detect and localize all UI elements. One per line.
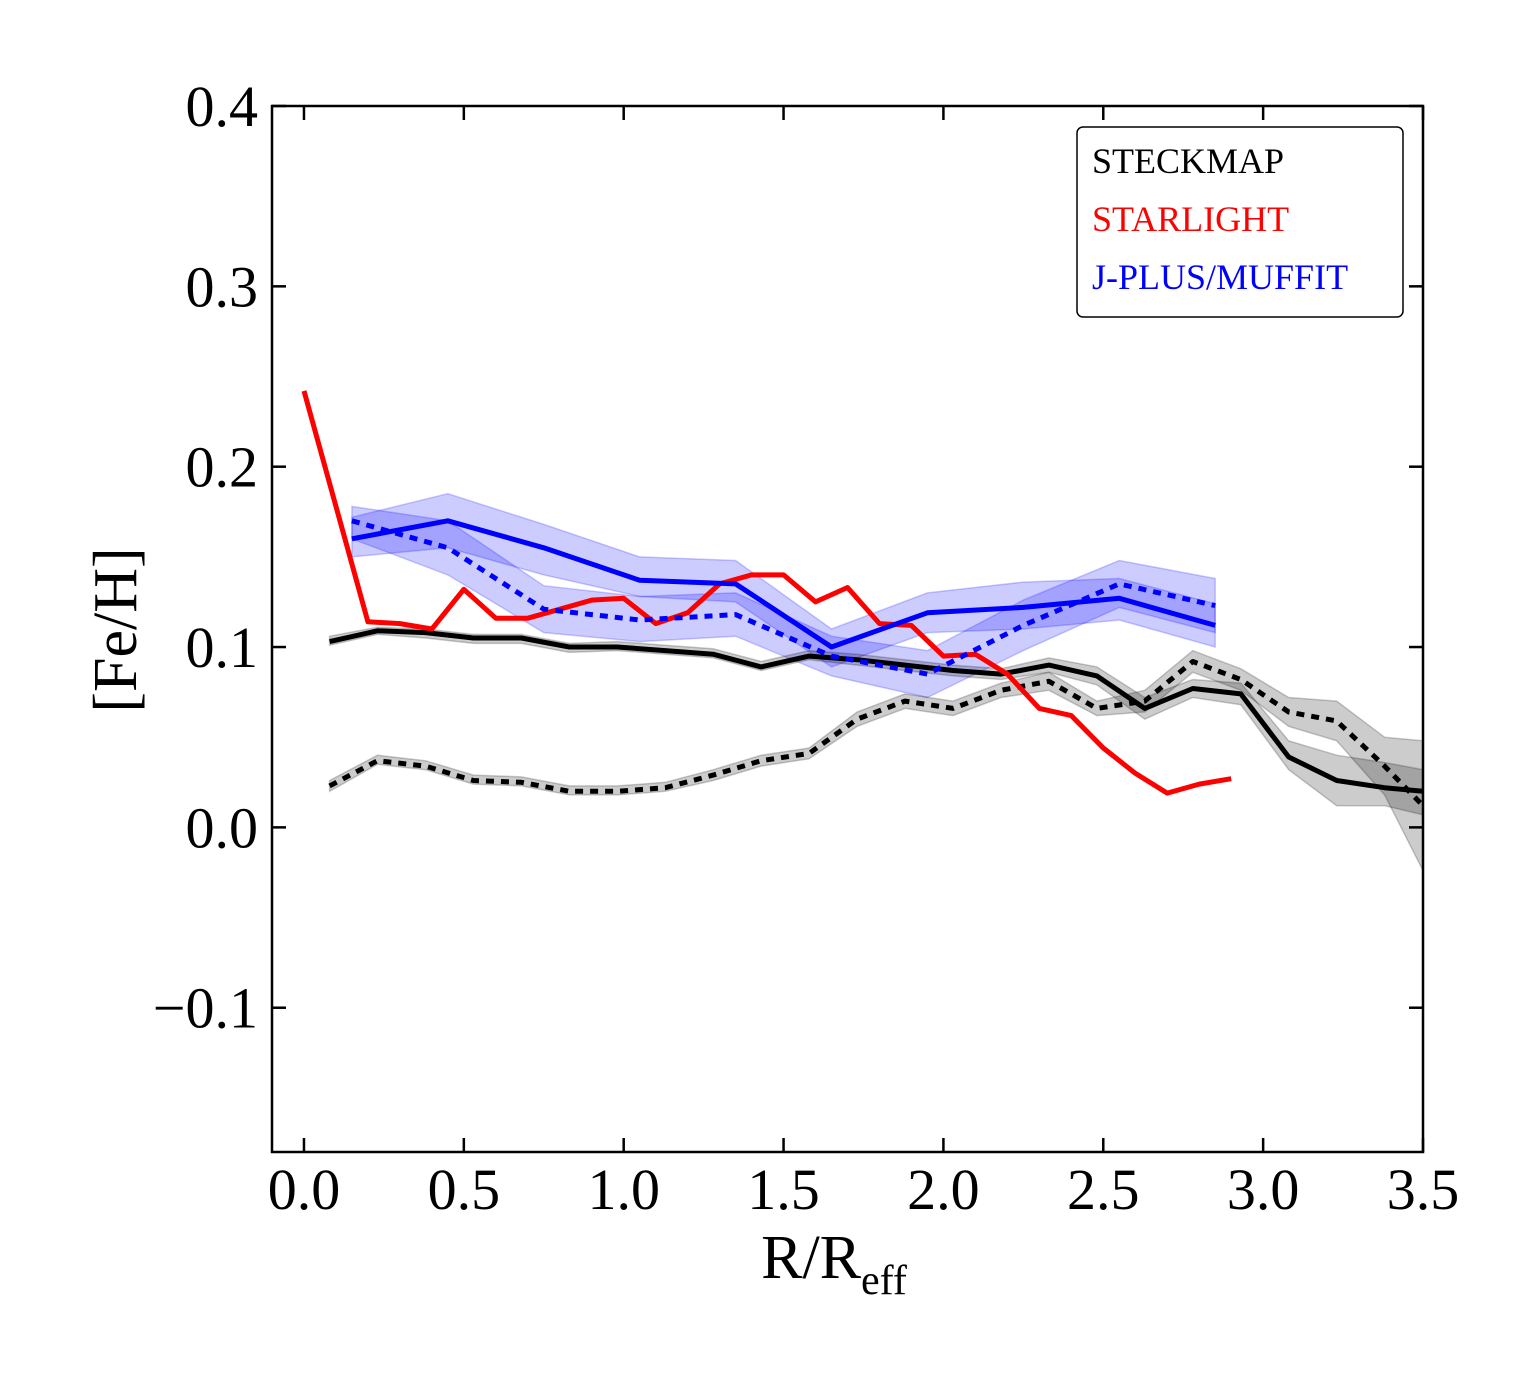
x-tick-label: 3.5: [1387, 1157, 1460, 1222]
y-tick-label: 0.4: [186, 74, 259, 139]
legend-entry-starlight: STARLIGHT: [1092, 199, 1289, 239]
line-steckmap-solid: [329, 628, 1423, 794]
y-tick-label: 0.1: [186, 615, 259, 680]
legend-entry-steckmap: STECKMAP: [1092, 141, 1284, 181]
x-tick-label: 0.5: [428, 1157, 501, 1222]
y-axis-label: [Fe/H]: [82, 547, 150, 712]
x-tick-label: 1.5: [747, 1157, 820, 1222]
y-axis-ticks: −0.1 0.0 0.1 0.2 0.3 0.4: [153, 74, 1423, 1041]
legend: STECKMAP STARLIGHT J-PLUS/MUFFIT: [1076, 126, 1404, 318]
x-axis-label-main: R/R: [761, 1224, 862, 1292]
band-j-plus-muffit-band-solid: [351, 492, 1216, 668]
x-axis-label: R/Reff: [761, 1224, 907, 1304]
x-axis-label-subscript: eff: [861, 1258, 907, 1304]
legend-box: [1076, 126, 1404, 318]
plot-area: [301, 390, 1423, 872]
axes-frame: [270, 104, 1425, 1154]
x-tick-label: 1.0: [587, 1157, 660, 1222]
line-j-plus-muffit-solid: [351, 518, 1216, 650]
legend-entry-jplus-muffit: J-PLUS/MUFFIT: [1092, 257, 1348, 297]
x-axis-ticks: 0.0 0.5 1.0 1.5 2.0 2.5 3.0 3.5: [268, 106, 1460, 1222]
y-tick-label: 0.3: [186, 254, 259, 319]
x-tick-label: 2.5: [1067, 1157, 1140, 1222]
y-tick-label: 0.0: [186, 795, 259, 860]
x-tick-label: 3.0: [1227, 1157, 1300, 1222]
line-starlight: [301, 390, 1232, 796]
line-steckmap-dotted: [328, 659, 1423, 808]
x-tick-label: 2.0: [907, 1157, 980, 1222]
x-tick-label: 0.0: [268, 1157, 341, 1222]
y-tick-label: −0.1: [153, 976, 258, 1041]
y-tick-label: 0.2: [186, 435, 259, 500]
band-j-plus-muffit-band-dotted: [351, 505, 1216, 699]
